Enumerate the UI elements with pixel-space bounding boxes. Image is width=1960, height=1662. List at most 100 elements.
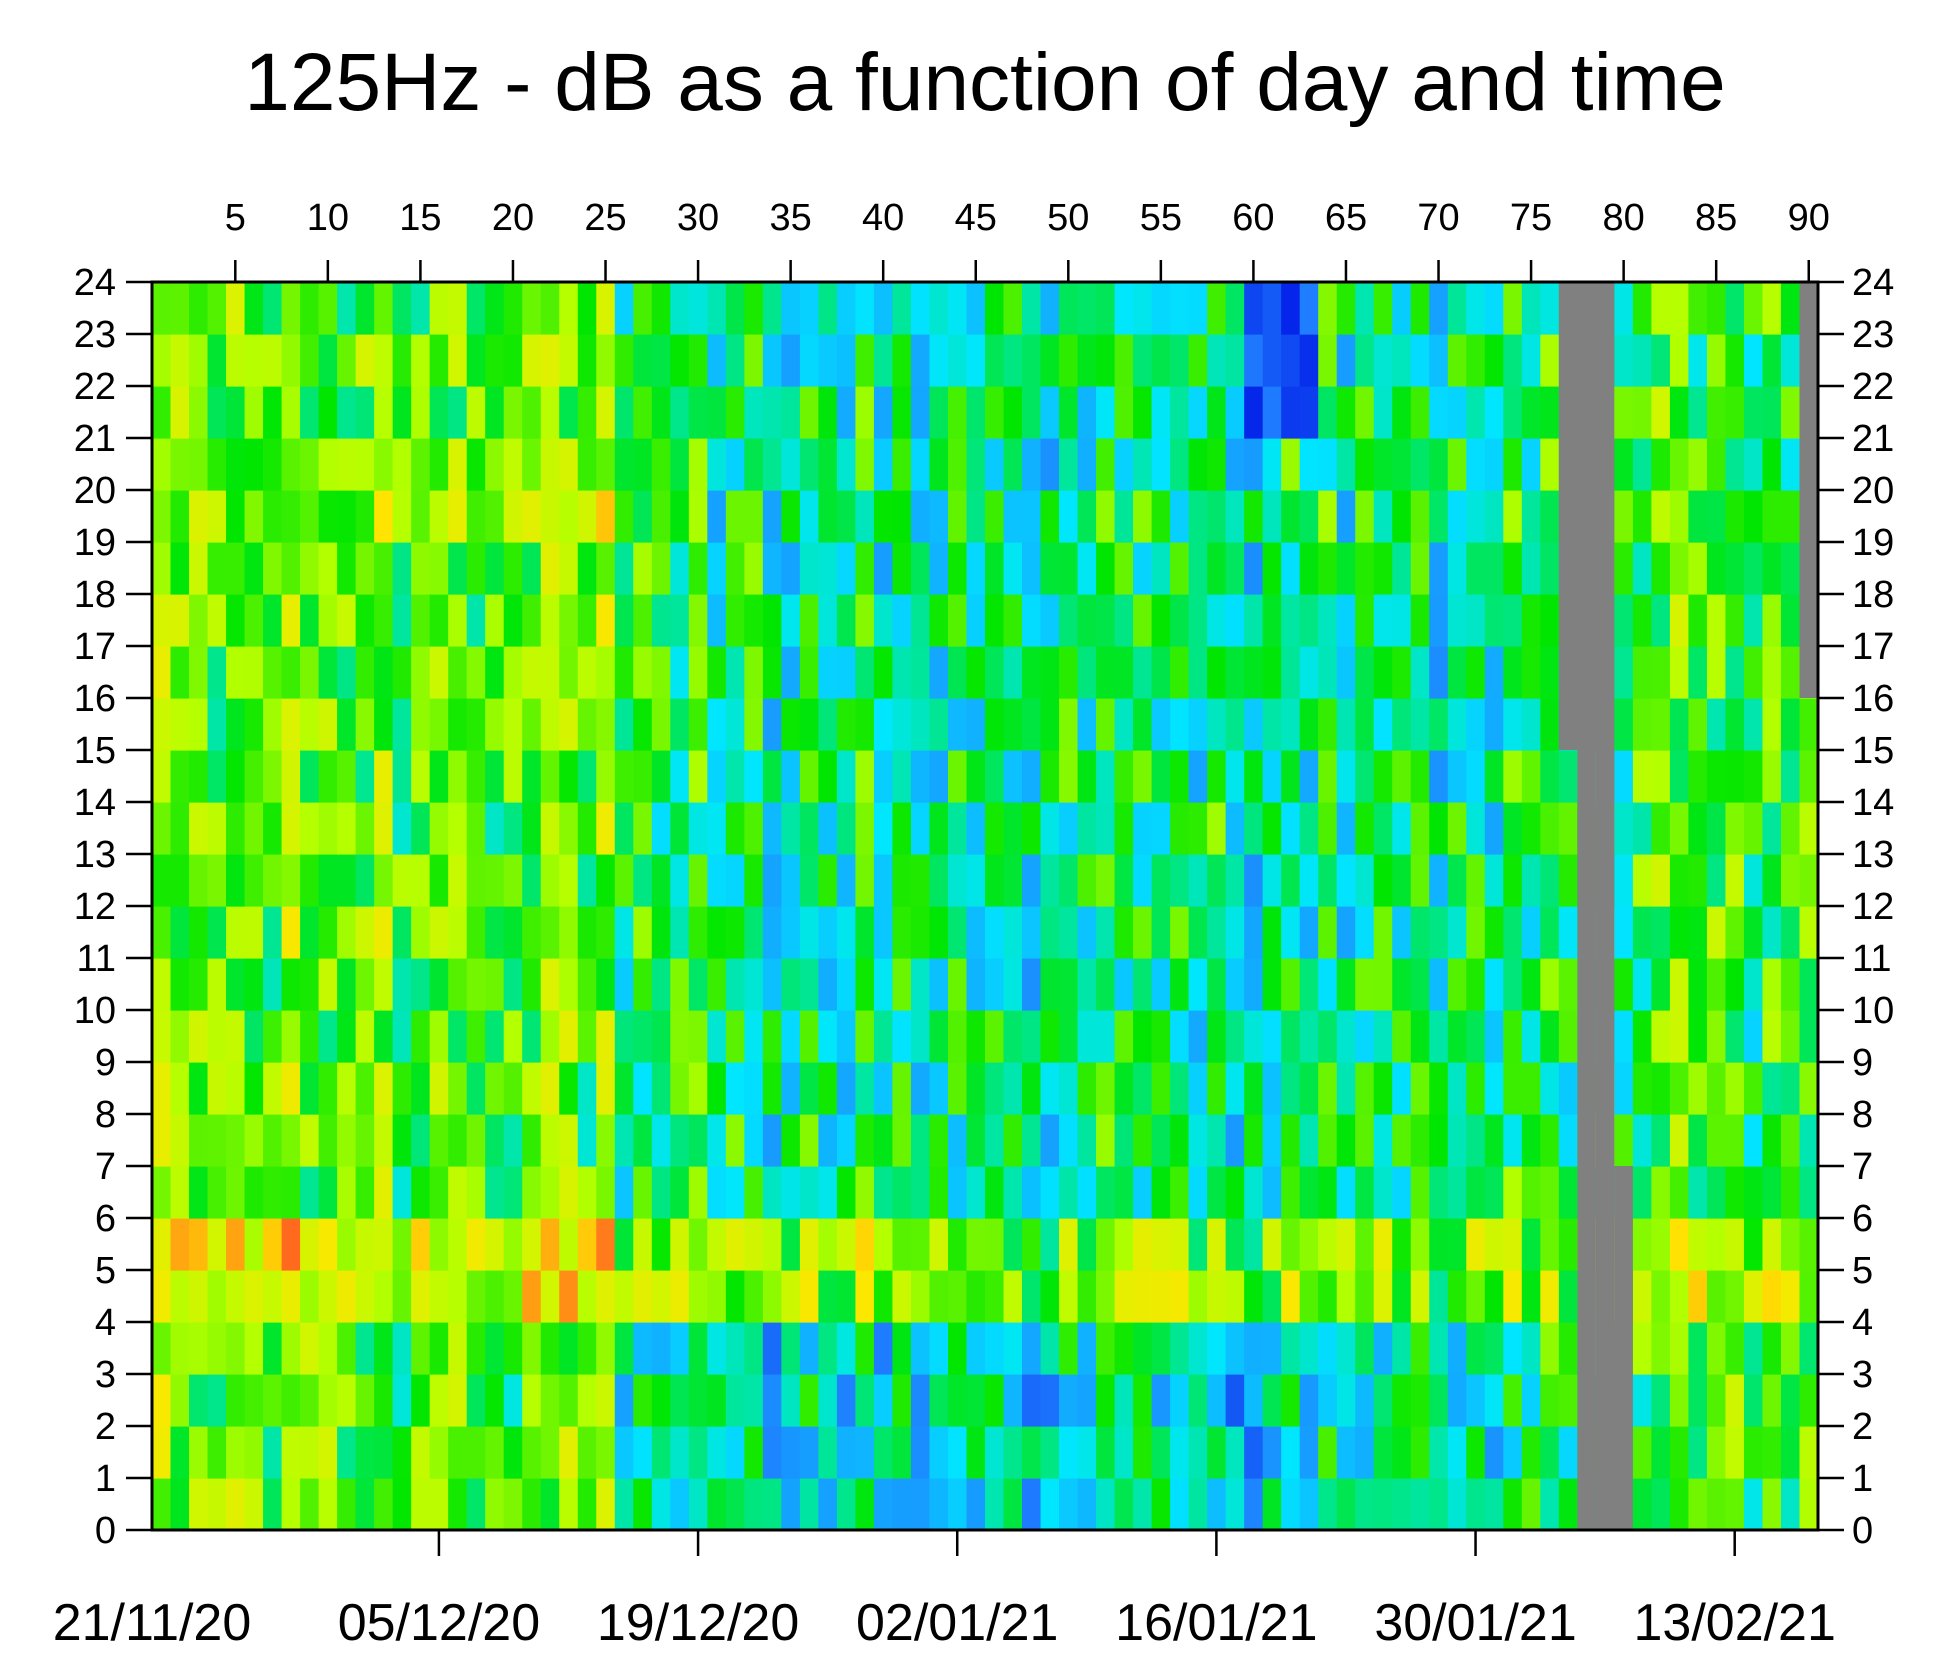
heatmap-cell [355,542,375,595]
heatmap-cell [1780,1010,1801,1063]
heatmap-cell [1669,1218,1690,1271]
heatmap-cell [281,490,301,543]
heatmap-cell [411,906,431,959]
heatmap-cell [1743,802,1764,855]
heatmap-cell [1521,750,1541,803]
heatmap-cell [1466,334,1486,387]
heatmap-cell [1096,1062,1116,1115]
heatmap-cell [651,1270,671,1323]
heatmap-cell [189,1374,209,1427]
heatmap-cell [226,750,246,803]
heatmap-cell [1114,750,1134,803]
heatmap-cell [614,438,634,491]
heatmap-cell [614,386,634,439]
heatmap-cell [1003,1478,1023,1531]
heatmap-cell [651,334,671,387]
heatmap-cell [614,698,634,751]
heatmap-cell [1373,802,1393,855]
heatmap-cell [244,698,264,751]
heatmap-cell [762,1322,782,1375]
heatmap-cell [1466,906,1486,959]
heatmap-cell [1244,854,1264,907]
heatmap-cell [1706,646,1727,699]
heatmap-cell [503,1062,523,1115]
heatmap-cell [1059,698,1079,751]
heatmap-cell [1651,802,1671,855]
heatmap-cell [1614,282,1634,335]
heatmap-cell [1651,334,1671,387]
heatmap-cell [1096,958,1116,1011]
heatmap-cell [392,646,412,699]
y-left-tick-label: 24 [74,262,116,304]
heatmap-cell [1466,1218,1486,1271]
heatmap-cell [1392,1374,1412,1427]
heatmap-cell [966,1374,986,1427]
heatmap-cell [1762,1010,1782,1063]
heatmap-cell [1410,282,1430,335]
heatmap-cell [1558,1374,1578,1427]
heatmap-cell [1336,1374,1356,1427]
heatmap-cell [1706,1478,1727,1531]
heatmap-cell [929,594,949,647]
heatmap-cell [170,1166,190,1219]
heatmap-cell [1410,594,1430,647]
heatmap-cell [1447,542,1467,595]
heatmap-cell [1743,386,1764,439]
heatmap-cell [1225,490,1245,543]
y-right-tick-label: 19 [1852,522,1894,564]
heatmap-cell [466,1270,486,1323]
heatmap-cell [1262,802,1282,855]
heatmap-cell [355,958,375,1011]
heatmap-cell [1373,282,1393,335]
heatmap-cell [910,1374,931,1427]
heatmap-cell [318,698,338,751]
heatmap-cell [263,1426,283,1479]
heatmap-cell [818,1062,838,1115]
heatmap-cell [614,1270,634,1323]
heatmap-cell [1170,1010,1190,1063]
heatmap-cell [1299,1374,1319,1427]
heatmap-cell [1151,490,1171,543]
heatmap-cell [1706,1374,1727,1427]
heatmap-cell [263,1166,283,1219]
heatmap-cell [1003,282,1023,335]
heatmap-cell [522,1270,542,1323]
heatmap-cell [1114,334,1134,387]
heatmap-cell [670,386,690,439]
heatmap-cell [1114,438,1134,491]
heatmap-cell [1799,1374,1819,1427]
heatmap-cell [281,1374,301,1427]
heatmap-cell [873,802,894,855]
heatmap-cell [1503,1322,1523,1375]
heatmap-cell [1170,750,1190,803]
y-right-tick-label: 9 [1852,1042,1873,1084]
heatmap-cell [485,282,505,335]
x-top-tick-label: 75 [1510,197,1552,239]
heatmap-cell [1780,1374,1801,1427]
heatmap-cell [1558,906,1578,959]
y-left-tick-label: 14 [74,782,116,824]
heatmap-cell [522,386,542,439]
heatmap-cell [318,334,338,387]
heatmap-cell [1244,1426,1264,1479]
heatmap-cell [1558,750,1578,803]
heatmap-cell [1762,438,1782,491]
heatmap-cell [281,1010,301,1063]
heatmap-cell [910,1166,931,1219]
heatmap-cell [910,594,931,647]
heatmap-cell [725,490,745,543]
heatmap-cell [910,698,931,751]
y-left-tick-label: 12 [74,886,116,928]
heatmap-cell [799,1426,819,1479]
heatmap-cell [485,1166,505,1219]
heatmap-cell [1466,1010,1486,1063]
heatmap-cell [985,958,1005,1011]
heatmap-cell [1429,854,1449,907]
heatmap-cell [540,1478,560,1531]
heatmap-cell [1207,698,1227,751]
heatmap-cell [855,1322,875,1375]
heatmap-cell [152,542,172,595]
heatmap-cell [485,906,505,959]
heatmap-cell [540,854,560,907]
heatmap-cell [337,1218,357,1271]
